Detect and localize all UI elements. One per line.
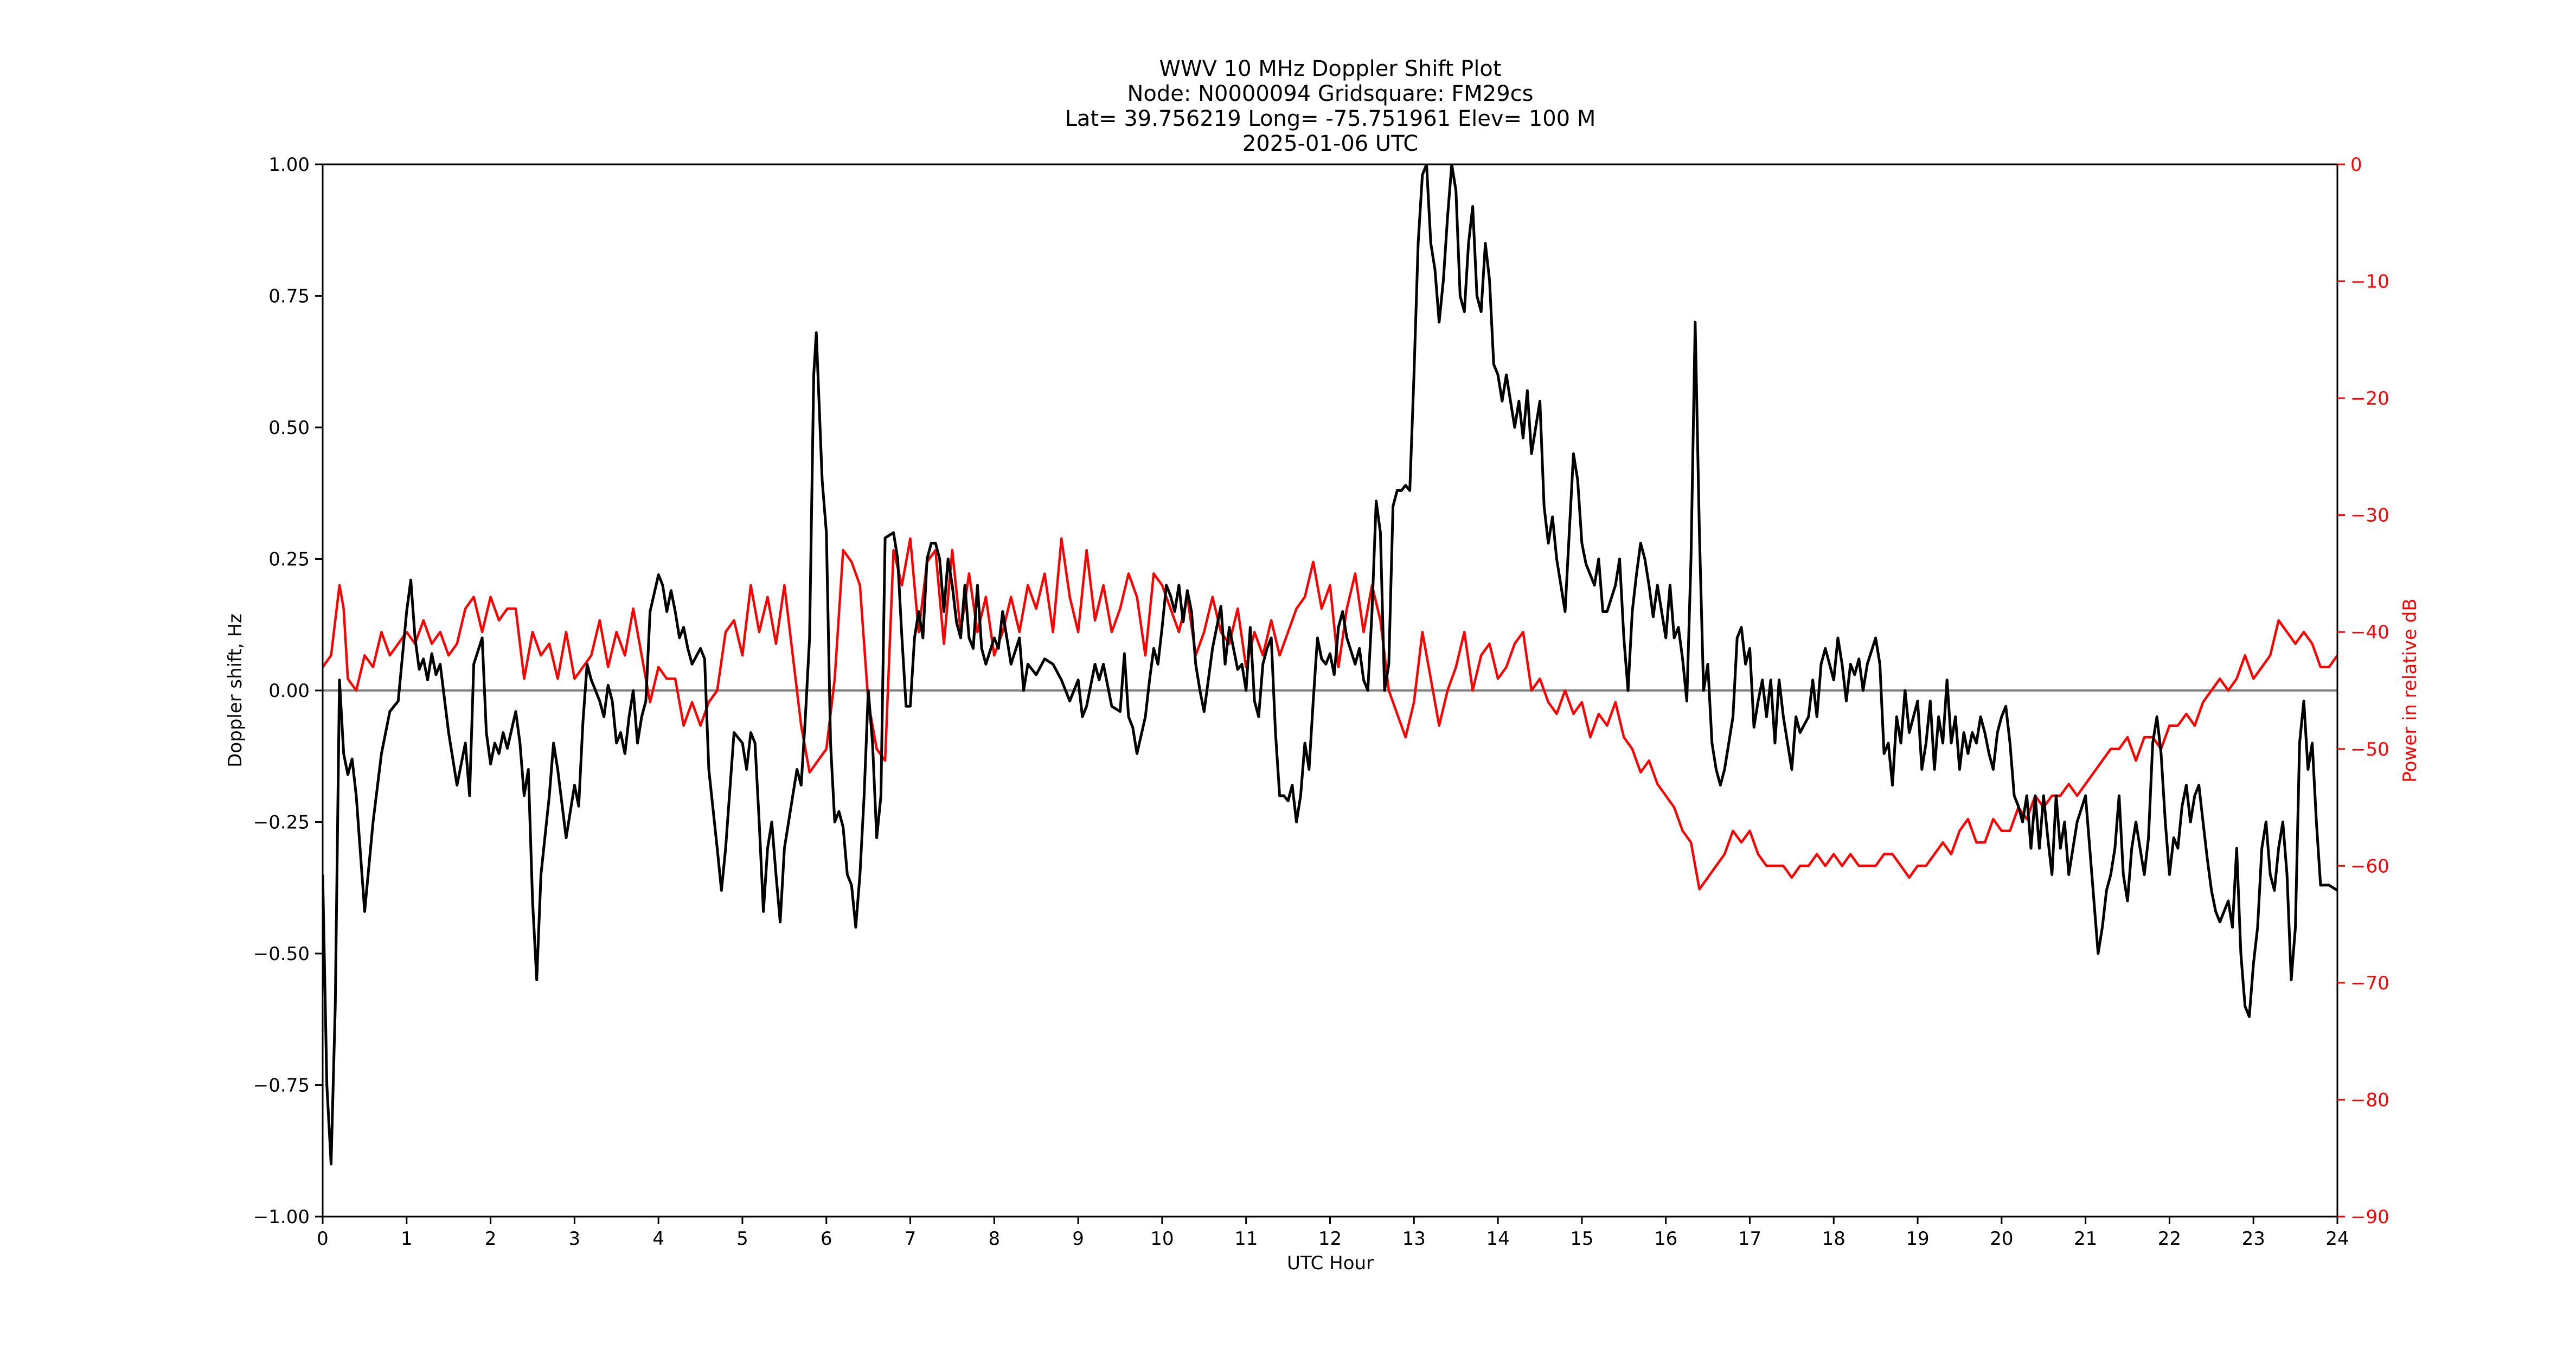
right-y-tick-label: −10: [2350, 271, 2389, 293]
left-y-tick-label: −0.75: [253, 1075, 310, 1097]
x-tick-label: 14: [1486, 1228, 1509, 1250]
left-y-tick-label: 0.75: [268, 286, 310, 308]
left-y-axis-label: Doppler shift, Hz: [225, 613, 246, 767]
x-tick-label: 13: [1402, 1228, 1426, 1250]
x-axis-label: UTC Hour: [1287, 1252, 1374, 1274]
doppler-series-line: [323, 164, 2337, 1166]
right-y-tick-label: −80: [2350, 1089, 2389, 1111]
x-tick-label: 6: [821, 1228, 832, 1250]
x-tick-label: 23: [2242, 1228, 2265, 1250]
x-tick-label: 5: [736, 1228, 748, 1250]
x-tick-label: 24: [2325, 1228, 2349, 1250]
x-tick-label: 8: [989, 1228, 1001, 1250]
x-tick-label: 16: [1654, 1228, 1677, 1250]
left-y-tick-label: 1.00: [268, 154, 310, 176]
x-tick-label: 4: [652, 1228, 664, 1250]
x-tick-label: 0: [317, 1228, 329, 1250]
left-y-tick-label: −1.00: [253, 1206, 310, 1228]
x-axis-ticks: 0 1 2 3 4 5 6 7 8 9 10 11 12 13 14 15 16 17 18 19 20 21 22 23 24: [317, 1217, 2349, 1250]
x-tick-label: 18: [1822, 1228, 1846, 1250]
x-tick-label: 9: [1072, 1228, 1084, 1250]
left-y-axis-ticks: −1.00 −0.75 −0.50 −0.25 0.00 0.25 0.50 0.75 1.00: [253, 154, 323, 1228]
left-y-tick-label: 0.50: [268, 417, 310, 439]
right-y-tick-label: −40: [2350, 622, 2389, 643]
x-tick-label: 21: [2074, 1228, 2097, 1250]
right-y-tick-label: −50: [2350, 739, 2389, 760]
x-tick-label: 7: [905, 1228, 917, 1250]
right-y-axis-label: Power in relative dB: [2399, 598, 2421, 782]
x-tick-label: 17: [1738, 1228, 1761, 1250]
x-tick-label: 2: [485, 1228, 497, 1250]
x-tick-label: 10: [1150, 1228, 1174, 1250]
x-tick-label: 19: [1906, 1228, 1929, 1250]
right-y-tick-label: −70: [2350, 973, 2389, 994]
x-tick-label: 3: [569, 1228, 581, 1250]
title-line-3: Lat= 39.756219 Long= -75.751961 Elev= 10…: [1065, 106, 1596, 131]
power-series-line: [323, 537, 2337, 891]
x-tick-label: 12: [1318, 1228, 1342, 1250]
title-line-4: 2025-01-06 UTC: [1242, 131, 1418, 156]
right-y-tick-label: −60: [2350, 855, 2389, 877]
title-line-2: Node: N0000094 Gridsquare: FM29cs: [1127, 81, 1533, 106]
left-y-tick-label: −0.50: [253, 943, 310, 965]
x-tick-label: 15: [1570, 1228, 1593, 1250]
chart-title: WWV 10 MHz Doppler Shift Plot Node: N000…: [1065, 56, 1596, 156]
right-y-tick-label: −90: [2350, 1206, 2389, 1228]
right-y-tick-label: 0: [2350, 154, 2362, 176]
right-y-tick-label: −20: [2350, 388, 2389, 410]
left-y-tick-label: −0.25: [253, 812, 310, 834]
right-y-tick-label: −30: [2350, 505, 2389, 527]
title-line-1: WWV 10 MHz Doppler Shift Plot: [1159, 56, 1501, 81]
right-y-axis-ticks: −90 −80 −70 −60 −50 −40 −30 −20 −10 0: [2337, 154, 2389, 1228]
left-y-tick-label: 0.00: [268, 680, 310, 702]
x-tick-label: 1: [401, 1228, 413, 1250]
left-y-tick-label: 0.25: [268, 549, 310, 571]
x-tick-label: 20: [1990, 1228, 2013, 1250]
x-tick-label: 11: [1234, 1228, 1258, 1250]
x-tick-label: 22: [2158, 1228, 2181, 1250]
